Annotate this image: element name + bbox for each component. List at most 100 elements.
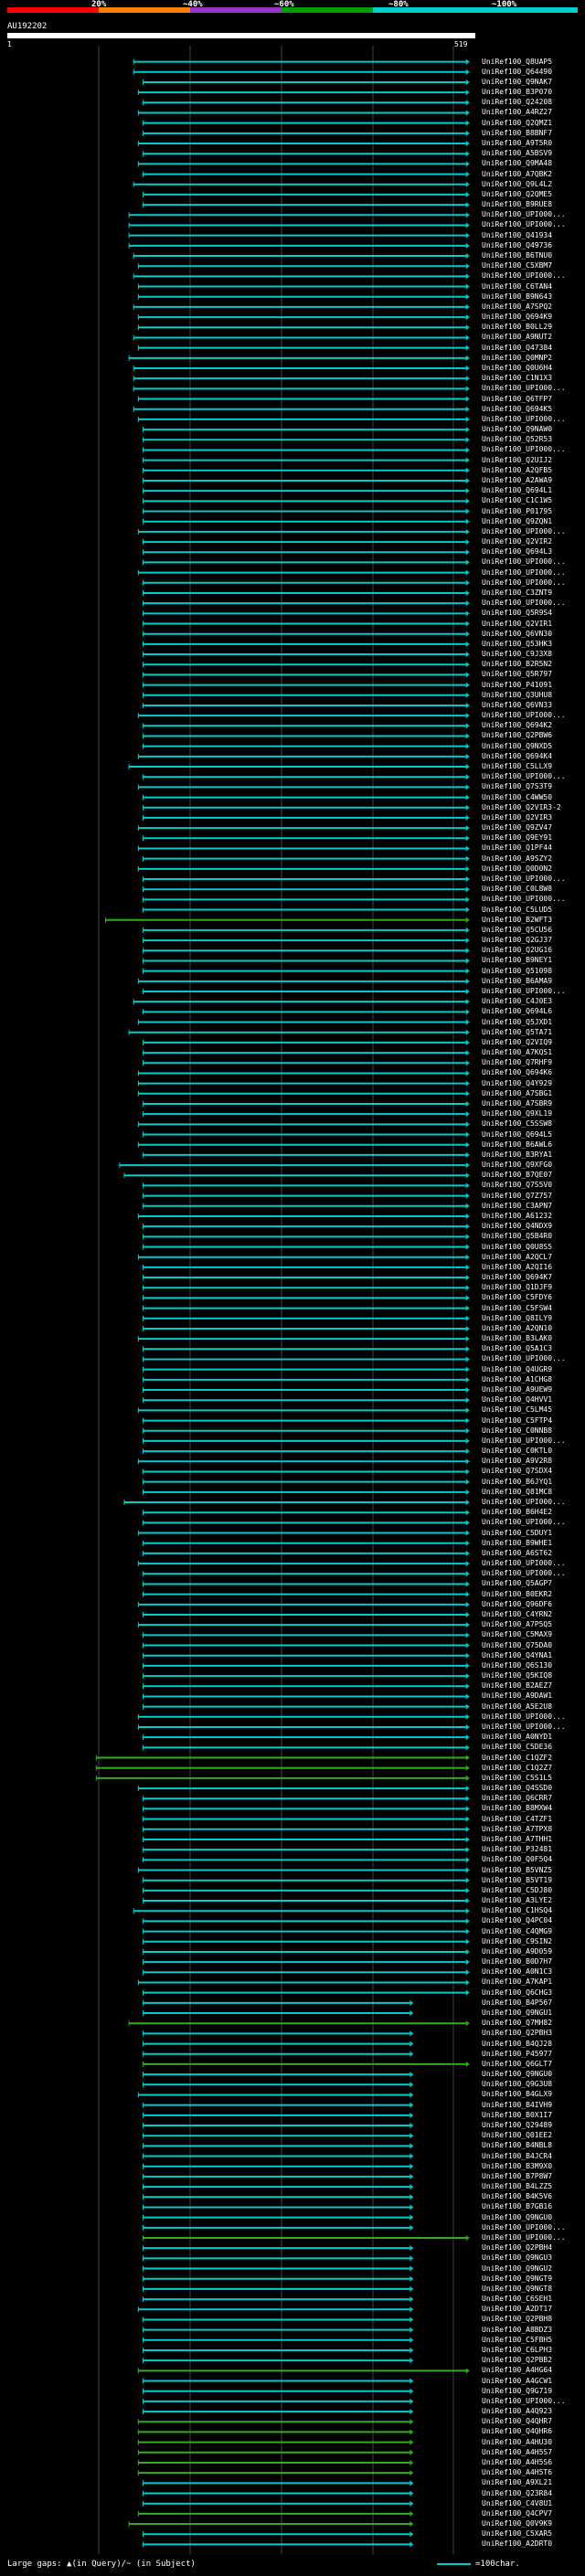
hit-label[interactable]: UniRef100_B9N643 — [482, 292, 553, 301]
hit-label[interactable]: UniRef100_A7P5Q5 — [482, 1620, 553, 1629]
hit-label[interactable]: UniRef100_Q6CRR7 — [482, 1794, 553, 1803]
hit-label[interactable]: UniRef100_C5XAR5 — [482, 2529, 553, 2539]
hit-label[interactable]: UniRef100_UPI000... — [482, 271, 566, 281]
hit-label[interactable]: UniRef100_B7QE07 — [482, 1171, 553, 1180]
hit-label[interactable]: UniRef100_Q7S5V0 — [482, 1181, 553, 1190]
hit-label[interactable]: UniRef100_UPI000... — [482, 2396, 566, 2405]
hit-row[interactable] — [142, 620, 470, 627]
hit-row[interactable] — [142, 1264, 470, 1270]
hit-label[interactable]: UniRef100_Q9XL19 — [482, 1109, 553, 1118]
hit-row[interactable] — [142, 1039, 470, 1045]
hit-label[interactable]: UniRef100_C5DE36 — [482, 1743, 553, 1752]
hit-row[interactable] — [142, 427, 470, 433]
hit-label[interactable]: UniRef100_Q23R84 — [482, 2488, 553, 2497]
hit-row[interactable] — [142, 989, 470, 994]
hit-label[interactable]: UniRef100_A2AWA9 — [482, 475, 553, 484]
hit-row[interactable] — [142, 1877, 470, 1883]
hit-row[interactable] — [142, 79, 470, 85]
hit-label[interactable]: UniRef100_C9SIN2 — [482, 1936, 553, 1945]
hit-label[interactable]: UniRef100_C5MAX9 — [482, 1630, 553, 1639]
hit-row[interactable] — [137, 1254, 470, 1260]
hit-row[interactable] — [133, 253, 470, 260]
hit-label[interactable]: UniRef100_A0N1C3 — [482, 1967, 553, 1977]
hit-label[interactable]: UniRef100_P01795 — [482, 506, 553, 515]
hit-label[interactable]: UniRef100_Q52R53 — [482, 435, 553, 444]
hit-row[interactable] — [142, 1652, 470, 1659]
hit-label[interactable]: UniRef100_B4JCR4 — [482, 2151, 553, 2160]
hit-label[interactable]: UniRef100_A0NYD1 — [482, 1733, 553, 1742]
hit-row[interactable] — [137, 2368, 470, 2374]
hit-row[interactable] — [142, 1285, 470, 1291]
hit-label[interactable]: UniRef100_Q6S130 — [482, 1660, 553, 1670]
hit-label[interactable]: UniRef100_A7KQS1 — [482, 1048, 553, 1057]
hit-label[interactable]: UniRef100_Q2GJ37 — [482, 936, 553, 945]
hit-label[interactable]: UniRef100_A2DRT0 — [482, 2539, 553, 2549]
hit-label[interactable]: UniRef100_Q2PBW6 — [482, 731, 553, 740]
hit-row[interactable] — [142, 1581, 470, 1587]
hit-label[interactable]: UniRef100_B4NBL8 — [482, 2141, 553, 2150]
hit-label[interactable]: UniRef100_Q9NGU3 — [482, 2253, 553, 2263]
hit-row[interactable] — [142, 1050, 470, 1056]
hit-row[interactable] — [142, 2255, 414, 2262]
hit-label[interactable]: UniRef100_A9D059 — [482, 1946, 553, 1956]
hit-label[interactable]: UniRef100_Q694K9 — [482, 313, 553, 322]
hit-row[interactable] — [137, 2419, 414, 2425]
hit-label[interactable]: UniRef100_Q9NGU0 — [482, 2212, 553, 2221]
hit-row[interactable] — [142, 2204, 414, 2210]
hit-row[interactable] — [142, 437, 470, 443]
hit-row[interactable] — [142, 1234, 470, 1240]
hit-label[interactable]: UniRef100_Q9NXD5 — [482, 741, 553, 750]
hit-row[interactable] — [133, 366, 470, 371]
hit-label[interactable]: UniRef100_Q5AGP7 — [482, 1579, 553, 1588]
hit-row[interactable] — [142, 814, 470, 821]
hit-label[interactable]: UniRef100_Q5JXD1 — [482, 1017, 553, 1026]
hit-row[interactable] — [142, 723, 470, 729]
hit-label[interactable]: UniRef100_Q0F5Q4 — [482, 1855, 553, 1864]
hit-row[interactable] — [137, 1979, 470, 1986]
hit-label[interactable]: UniRef100_Q75DA0 — [482, 1640, 553, 1649]
hit-row[interactable] — [142, 1693, 470, 1700]
hit-label[interactable]: UniRef100_Q47384 — [482, 343, 553, 352]
hit-label[interactable]: UniRef100_Q2VIR2 — [482, 537, 553, 546]
hit-row[interactable] — [142, 2347, 414, 2353]
hit-row[interactable] — [128, 764, 470, 770]
hit-row[interactable] — [142, 2398, 414, 2404]
hit-row[interactable] — [142, 1673, 470, 1680]
hit-label[interactable]: UniRef100_A3LYE2 — [482, 1896, 553, 1905]
hit-row[interactable] — [137, 324, 470, 331]
hit-label[interactable]: UniRef100_Q24208 — [482, 98, 553, 107]
hit-row[interactable] — [142, 631, 470, 637]
hit-row[interactable] — [128, 242, 470, 249]
hit-label[interactable]: UniRef100_Q5KIQ8 — [482, 1671, 553, 1680]
hit-row[interactable] — [142, 906, 470, 913]
hit-label[interactable]: UniRef100_A1CHG8 — [482, 1374, 553, 1383]
hit-label[interactable]: UniRef100_B2WFT3 — [482, 915, 553, 924]
hit-row[interactable] — [142, 579, 470, 586]
hit-row[interactable] — [142, 2133, 414, 2139]
hit-row[interactable] — [137, 1458, 470, 1465]
hit-label[interactable]: UniRef100_Q29489 — [482, 2121, 553, 2130]
hit-label[interactable]: UniRef100_B6H4E2 — [482, 1508, 553, 1517]
hit-row[interactable] — [142, 2296, 414, 2303]
hit-row[interactable] — [142, 1938, 470, 1945]
hit-row[interactable] — [133, 376, 470, 382]
hit-row[interactable] — [137, 2092, 414, 2098]
hit-row[interactable] — [142, 1275, 470, 1281]
hit-row[interactable] — [142, 2153, 414, 2159]
hit-label[interactable]: UniRef100_A7QBK2 — [482, 169, 553, 178]
hit-label[interactable]: UniRef100_B0X1I7 — [482, 2110, 553, 2119]
hit-row[interactable] — [142, 120, 470, 126]
hit-label[interactable]: UniRef100_A4HG64 — [482, 2366, 553, 2375]
hit-label[interactable]: UniRef100_C5DUY1 — [482, 1528, 553, 1537]
hit-row[interactable] — [142, 702, 470, 708]
hit-label[interactable]: UniRef100_Q0U8S5 — [482, 1242, 553, 1251]
hit-row[interactable] — [142, 2388, 414, 2394]
hit-row[interactable] — [123, 1172, 470, 1179]
hit-label[interactable]: UniRef100_A5BSV9 — [482, 149, 553, 158]
hit-label[interactable]: UniRef100_Q2PBH3 — [482, 2029, 553, 2038]
hit-row[interactable] — [133, 406, 470, 412]
hit-label[interactable]: UniRef100_B0EKR2 — [482, 1589, 553, 1598]
hit-label[interactable]: UniRef100_A61232 — [482, 1211, 553, 1220]
hit-row[interactable] — [142, 100, 470, 106]
hit-label[interactable]: UniRef100_Q9L4L2 — [482, 179, 553, 188]
